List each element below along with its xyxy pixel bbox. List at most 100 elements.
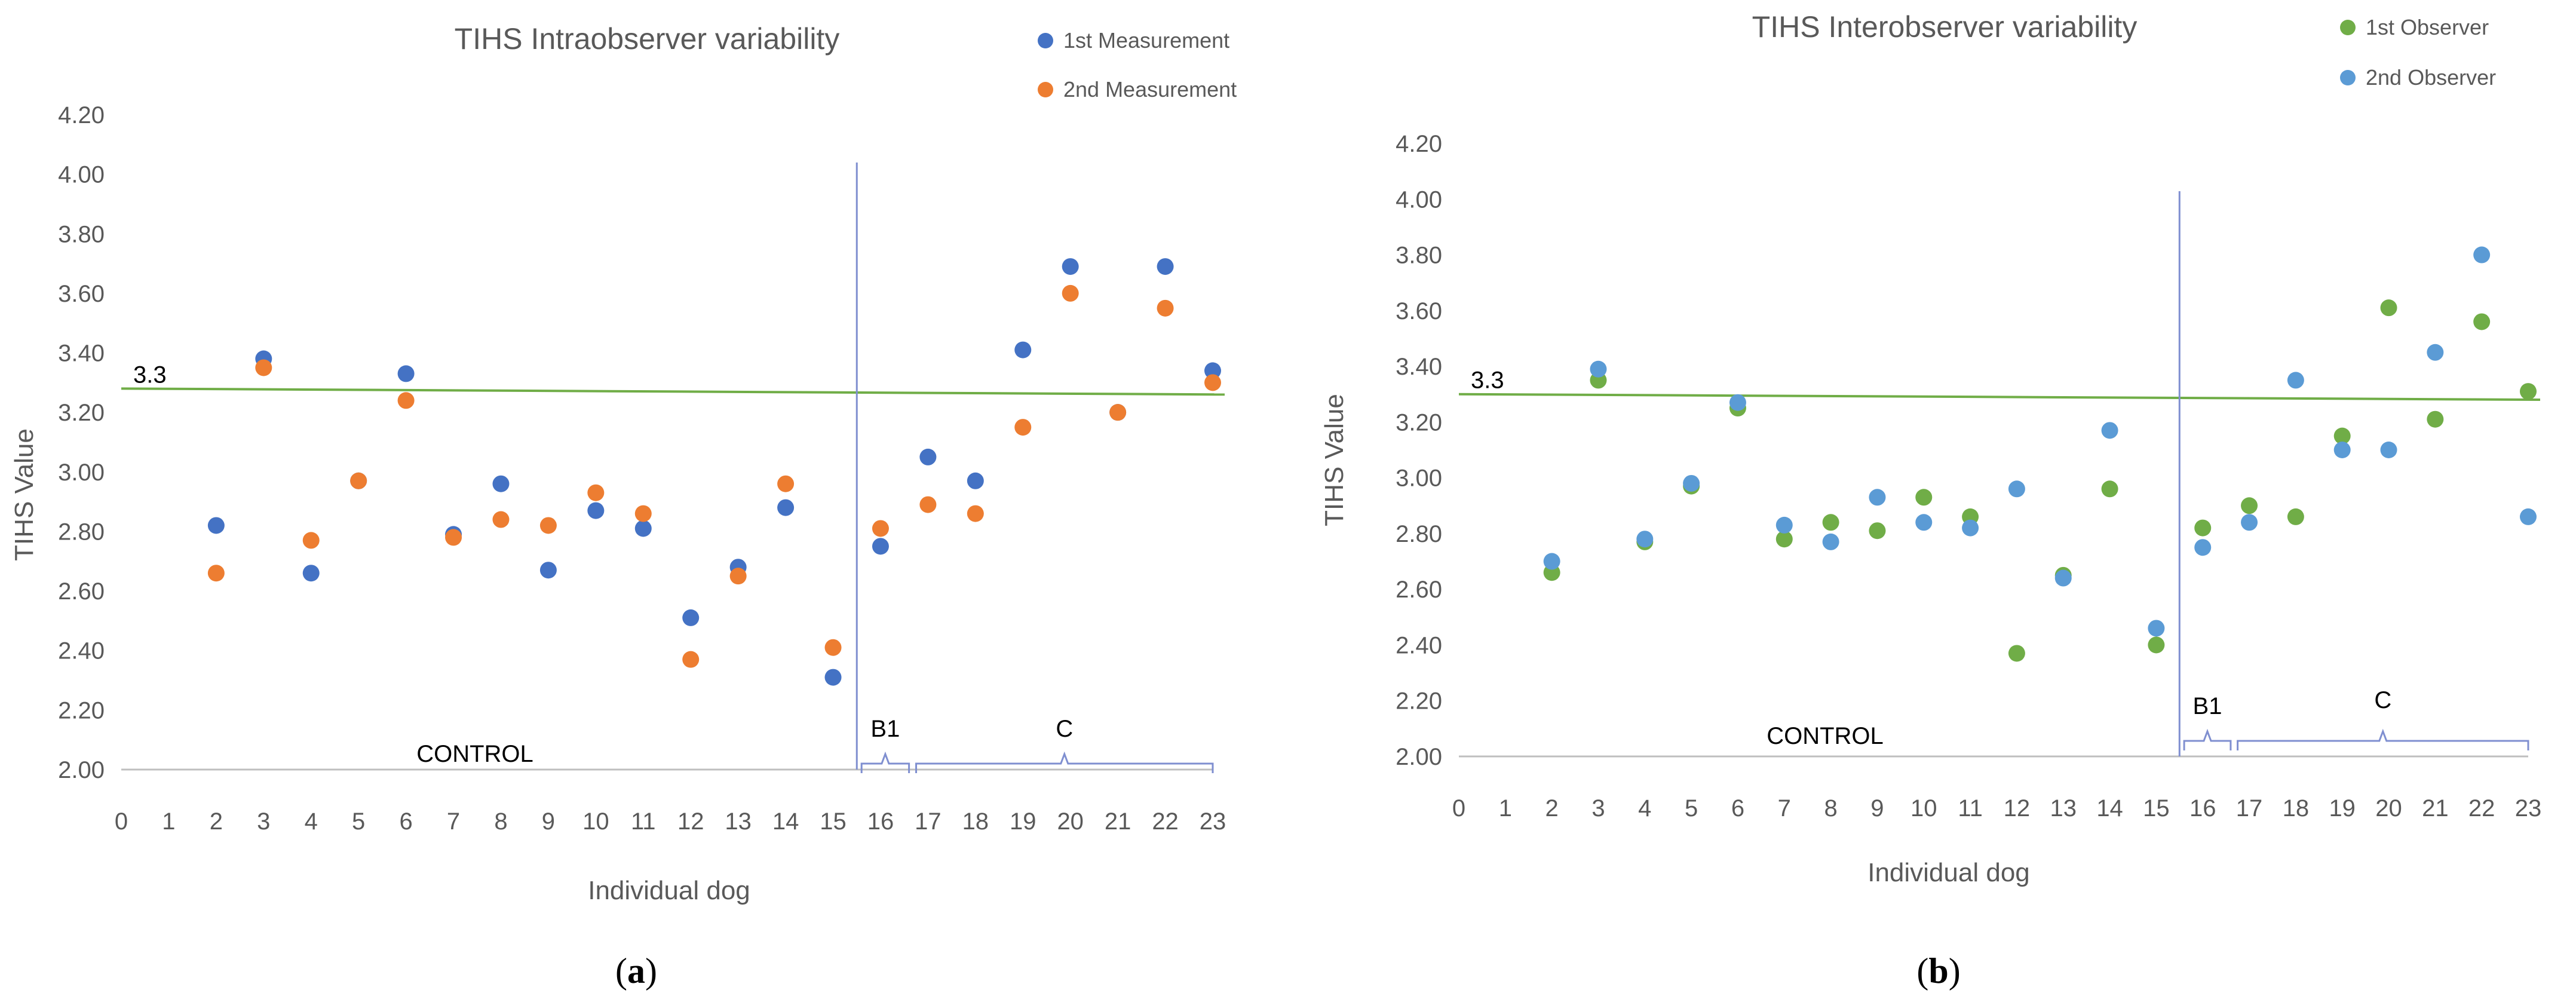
y-tick-label: 4.20 — [58, 102, 105, 128]
legend-marker — [1038, 33, 1053, 48]
data-point-series-2 — [2148, 620, 2165, 637]
legend-entry: 2nd Measurement — [1063, 77, 1237, 102]
x-tick-label: 23 — [1200, 808, 1226, 835]
x-tick-label: 16 — [2189, 795, 2216, 822]
y-tick-label: 2.20 — [58, 697, 105, 724]
data-point-series-1 — [1157, 258, 1174, 275]
x-tick-label: 18 — [2283, 795, 2310, 822]
group-bracket — [2183, 728, 2232, 750]
data-point-series-2 — [1869, 489, 1886, 506]
data-point-series-1 — [1775, 531, 1793, 548]
y-axis-label: TIHS Value — [1320, 394, 1349, 526]
legend-marker — [1038, 82, 1053, 97]
data-point-series-1 — [302, 565, 320, 582]
data-point-series-1 — [2520, 383, 2537, 400]
data-point-series-1 — [1869, 522, 1886, 540]
x-tick-label: 5 — [1685, 795, 1698, 822]
y-tick-label: 2.40 — [1396, 632, 1442, 658]
x-tick-label: 11 — [631, 808, 656, 835]
data-point-series-2 — [824, 639, 842, 656]
chart-intraobserver: TIHS Intraobserver variability TIHS Valu… — [10, 22, 1237, 991]
x-tick-label: 14 — [772, 808, 799, 835]
data-point-series-1 — [1822, 514, 1839, 531]
x-tick-label: 3 — [1591, 795, 1605, 822]
x-tick-label: 17 — [915, 808, 942, 835]
y-tick-label: 2.40 — [58, 638, 105, 664]
group-label-control: CONTROL — [416, 741, 533, 767]
data-point-series-1 — [2473, 313, 2491, 330]
y-tick-label: 3.40 — [58, 341, 105, 367]
legend-entry: 2nd Observer — [2366, 65, 2496, 90]
y-tick-label: 3.00 — [1396, 465, 1442, 492]
data-point-series-1 — [634, 520, 652, 537]
x-tick-label: 10 — [582, 808, 609, 835]
data-point-series-2 — [1775, 516, 1793, 534]
data-point-series-2 — [445, 529, 462, 546]
data-point-series-2 — [919, 496, 937, 513]
data-point-series-2 — [1204, 374, 1221, 391]
data-point-series-2 — [1636, 531, 1654, 548]
data-point-series-1 — [2287, 508, 2304, 525]
x-tick-label: 0 — [1452, 795, 1465, 822]
x-tick-label: 8 — [494, 808, 507, 835]
data-point-series-1 — [967, 472, 984, 489]
data-point-series-2 — [634, 505, 652, 522]
chart-interobserver: TIHS Interobserver variability TIHS Valu… — [1320, 10, 2541, 991]
y-tick-label: 2.60 — [1396, 577, 1442, 603]
y-tick-label: 3.20 — [1396, 409, 1442, 436]
data-point-series-2 — [255, 359, 272, 376]
x-tick-label: 19 — [2329, 795, 2356, 822]
threshold-line — [121, 387, 1225, 396]
x-tick-label: 5 — [352, 808, 365, 835]
x-tick-label: 6 — [399, 808, 412, 835]
x-tick-label: 14 — [2096, 795, 2123, 822]
data-point-series-2 — [2194, 539, 2212, 556]
data-point-series-2 — [492, 511, 510, 528]
data-point-series-2 — [1109, 404, 1127, 421]
y-tick-label: 2.00 — [58, 757, 105, 783]
group-label-control: CONTROL — [1767, 723, 1884, 749]
x-tick-label: 23 — [2515, 795, 2542, 822]
data-point-series-1 — [2194, 519, 2212, 537]
group-label-c: C — [2374, 687, 2391, 713]
data-point-series-1 — [2101, 480, 2118, 498]
group-bracket — [2237, 728, 2529, 750]
data-point-series-2 — [302, 532, 320, 549]
data-point-series-1 — [872, 538, 889, 555]
y-tick-label: 2.80 — [1396, 521, 1442, 547]
y-tick-label: 2.60 — [58, 578, 105, 605]
data-point-series-2 — [2008, 480, 2025, 498]
figure-caption: (a) — [615, 951, 657, 991]
x-tick-label: 16 — [867, 808, 894, 835]
y-tick-label: 2.00 — [1396, 744, 1442, 770]
data-point-series-2 — [1729, 394, 1746, 411]
data-point-series-1 — [207, 517, 225, 534]
chart-title: TIHS Interobserver variability — [1752, 10, 2138, 44]
data-point-series-2 — [967, 505, 984, 522]
legend-entry: 1st Observer — [2366, 15, 2489, 39]
data-point-series-2 — [2287, 372, 2304, 389]
data-point-series-1 — [2380, 299, 2397, 317]
threshold-label: 3.3 — [1471, 367, 1504, 394]
data-point-series-2 — [1014, 419, 1032, 436]
data-point-series-2 — [587, 484, 605, 501]
group-label-c: C — [1056, 716, 1073, 742]
data-point-series-2 — [729, 568, 747, 585]
x-tick-label: 1 — [1499, 795, 1512, 822]
data-point-series-2 — [1062, 284, 1079, 302]
data-point-series-1 — [397, 365, 415, 382]
y-axis-label: TIHS Value — [10, 428, 39, 561]
y-tick-label: 3.80 — [1396, 243, 1442, 269]
x-tick-label: 7 — [447, 808, 460, 835]
x-tick-label: 2 — [210, 808, 223, 835]
figure-caption: (b) — [1916, 951, 1960, 991]
data-point-series-1 — [1014, 341, 1032, 358]
data-point-series-1 — [2241, 497, 2258, 514]
legend-marker — [2340, 20, 2356, 35]
y-tick-label: 3.00 — [58, 459, 105, 486]
x-tick-label: 22 — [2468, 795, 2495, 822]
legend-marker — [2340, 70, 2356, 85]
x-tick-label: 13 — [2050, 795, 2077, 822]
x-tick-label: 12 — [2004, 795, 2031, 822]
